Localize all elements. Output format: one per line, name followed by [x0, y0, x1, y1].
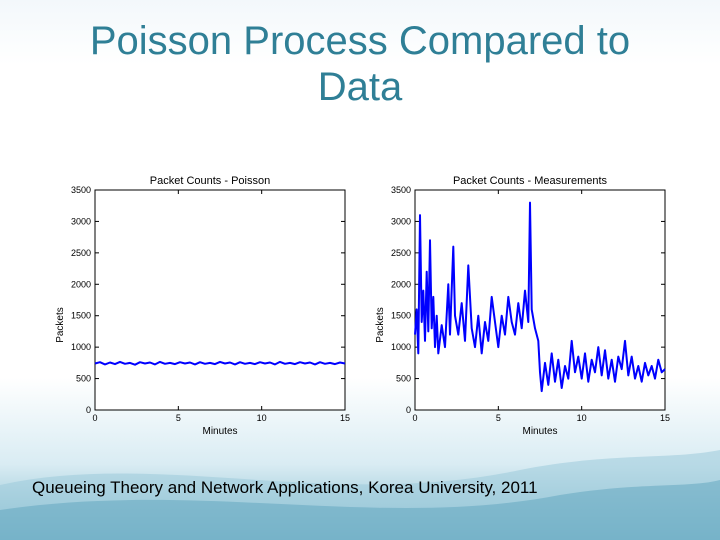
y-tick-label: 2500 — [71, 248, 91, 258]
x-tick-label: 5 — [176, 413, 181, 423]
y-tick-label: 1000 — [71, 342, 91, 352]
x-tick-label: 5 — [496, 413, 501, 423]
y-axis-label: Packets — [55, 307, 66, 343]
y-tick-label: 0 — [86, 405, 91, 415]
y-tick-label: 2000 — [71, 279, 91, 289]
series-line — [94, 360, 346, 366]
y-tick-label: 3000 — [71, 216, 91, 226]
x-axis-label: Minutes — [202, 426, 237, 437]
x-tick-label: 10 — [577, 413, 587, 423]
x-axis-label: Minutes — [522, 426, 557, 437]
y-tick-label: 1500 — [71, 311, 91, 321]
poisson-chart: Packet Counts - Poisson 0 500 1000 1500 2000 2… — [55, 175, 350, 437]
x-tick-label: 0 — [412, 413, 417, 423]
y-tick-label: 500 — [76, 374, 91, 384]
chart-title: Packet Counts - Poisson — [150, 175, 270, 187]
y-tick-label: 3500 — [71, 185, 91, 195]
y-tick-label: 3000 — [391, 216, 411, 226]
chart-title: Packet Counts - Measurements — [453, 175, 608, 187]
plot-area — [94, 189, 346, 411]
x-tick-label: 10 — [257, 413, 267, 423]
x-tick-label: 15 — [340, 413, 350, 423]
x-tick-label: 15 — [660, 413, 670, 423]
series-line — [414, 201, 666, 393]
y-tick-label: 0 — [406, 405, 411, 415]
y-tick-label: 2500 — [391, 248, 411, 258]
y-tick-label: 1000 — [391, 342, 411, 352]
measurements-chart: Packet Counts - Measurements 0 500 1000 1500… — [375, 175, 670, 437]
y-axis-label: Packets — [375, 307, 386, 343]
slide-title: Poisson Process Compared to Data — [89, 19, 631, 109]
y-tick-label: 500 — [396, 374, 411, 384]
y-tick-label: 3500 — [391, 185, 411, 195]
y-tick-label: 1500 — [391, 311, 411, 321]
x-tick-label: 0 — [92, 413, 97, 423]
slide-footer: Queueing Theory and Network Applications… — [32, 478, 538, 497]
y-tick-label: 2000 — [391, 279, 411, 289]
